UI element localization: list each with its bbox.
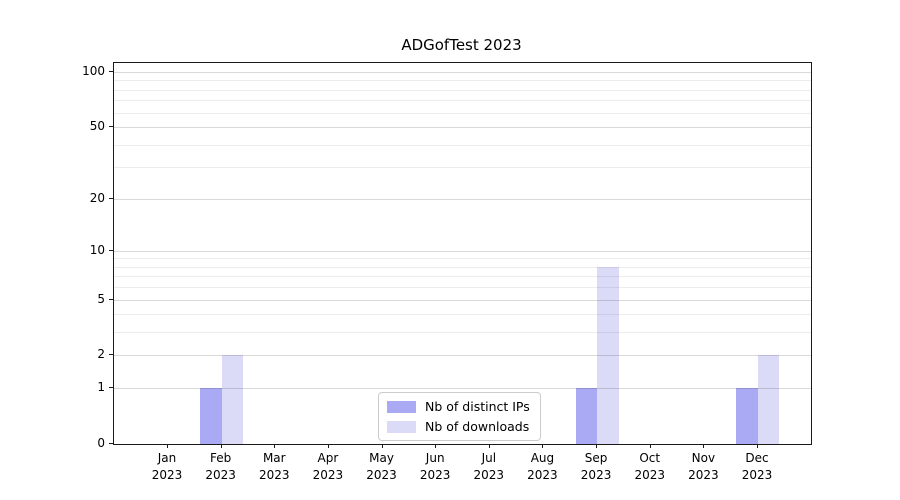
x-tick-label-jul: Jul 2023 [473, 451, 505, 482]
x-tick-mark [167, 444, 168, 448]
x-tick-mark [220, 444, 222, 448]
x-tick-mark [756, 444, 758, 448]
x-tick-mark [649, 444, 651, 448]
x-tick-mark [488, 444, 490, 448]
gridline-6 [114, 287, 811, 289]
gridline-1 [114, 388, 811, 390]
y-tick-mark [109, 387, 113, 389]
bar-downloads-sep [597, 266, 619, 444]
x-tick-label-apr: Apr 2023 [312, 451, 344, 482]
gridline-3 [114, 332, 811, 334]
y-tick-label: 20 [89, 190, 105, 205]
x-tick-label-oct: Oct 2023 [634, 451, 665, 482]
legend: Nb of distinct IPs Nb of downloads [378, 392, 541, 441]
gridline-40 [114, 144, 811, 146]
y-tick-label: 10 [89, 242, 105, 257]
y-tick-label: 2 [97, 347, 105, 362]
y-tick-mark [109, 126, 113, 128]
x-tick-label-sep: Sep 2023 [580, 451, 612, 482]
gridlines-layer [114, 63, 811, 444]
x-tick-mark [542, 444, 544, 448]
gridline-60 [114, 112, 811, 114]
x-tick-label-aug: Aug 2023 [527, 451, 558, 482]
plot-area: Nb of distinct IPs Nb of downloads [113, 62, 812, 445]
x-tick-label-mar: Mar 2023 [258, 451, 290, 482]
gridline-50 [114, 127, 811, 129]
legend-row: Nb of downloads [387, 419, 530, 434]
gridline-8 [114, 266, 811, 268]
gridline-30 [114, 167, 811, 169]
bar-distinct-ips-feb [200, 388, 222, 444]
gridline-90 [114, 80, 811, 82]
gridline-9 [114, 258, 811, 260]
bar-distinct-ips-sep [575, 388, 598, 444]
y-tick-label: 0 [97, 436, 105, 450]
x-tick-label-dec: Dec 2023 [741, 451, 773, 482]
y-tick-mark [109, 70, 113, 72]
x-tick-mark [381, 444, 383, 448]
x-tick-label-jun: Jun 2023 [419, 451, 451, 482]
y-tick-mark [109, 249, 113, 251]
bar-distinct-ips-dec [736, 388, 758, 444]
bar-downloads-dec [757, 355, 780, 444]
gridline-100 [114, 71, 811, 73]
y-tick-label: 5 [97, 291, 105, 306]
legend-swatch-distinct-ips [387, 400, 416, 413]
y-tick-label: 100 [82, 63, 105, 78]
gridline-4 [114, 314, 811, 316]
gridline-80 [114, 89, 811, 91]
x-tick-label-nov: Nov 2023 [688, 451, 719, 482]
x-tick-mark [327, 444, 329, 448]
gridline-10 [114, 250, 811, 252]
legend-row: Nb of distinct IPs [387, 399, 530, 414]
gridline-70 [114, 100, 811, 102]
gridline-7 [114, 276, 811, 278]
y-tick-mark [109, 443, 113, 444]
y-tick-mark [109, 298, 113, 300]
chart-title: ADGofTest 2023 [401, 36, 522, 54]
gridline-2 [114, 355, 811, 357]
bar-downloads-feb [221, 355, 244, 444]
bars-layer [114, 63, 811, 444]
gridline-5 [114, 299, 811, 301]
y-tick-mark [109, 354, 113, 356]
legend-swatch-downloads [387, 420, 416, 433]
x-tick-mark [703, 444, 705, 448]
x-tick-mark [435, 444, 437, 448]
x-tick-label-may: May 2023 [366, 451, 397, 482]
x-tick-label-jan: Jan 2023 [151, 451, 183, 482]
legend-label: Nb of distinct IPs [425, 399, 530, 414]
y-tick-mark [109, 197, 113, 199]
x-tick-mark [596, 444, 598, 448]
y-tick-label: 1 [97, 380, 105, 395]
x-tick-label-feb: Feb 2023 [205, 451, 236, 482]
y-tick-label: 50 [89, 119, 105, 134]
legend-label: Nb of downloads [425, 419, 530, 434]
x-tick-mark [274, 444, 276, 448]
gridline-20 [114, 198, 811, 200]
